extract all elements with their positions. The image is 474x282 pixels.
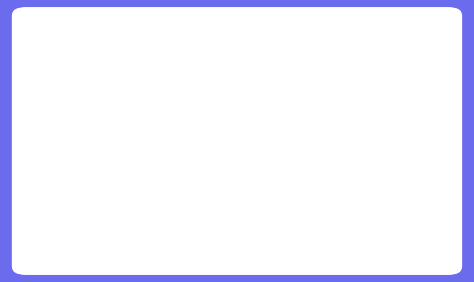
- Text: C: C: [377, 180, 391, 198]
- Text: HYDROCARBON (PROPANE): HYDROCARBON (PROPANE): [77, 86, 416, 106]
- Text: 2: 2: [162, 189, 170, 202]
- Text: -CH=CH: -CH=CH: [84, 180, 164, 198]
- Text: UNSATURATED: UNSATURATED: [127, 39, 366, 68]
- Text: C: C: [266, 180, 279, 198]
- Text: C: C: [323, 180, 336, 198]
- Text: H: H: [322, 222, 337, 240]
- Text: H: H: [265, 222, 280, 240]
- Text: H: H: [422, 180, 436, 198]
- Text: teachoo: teachoo: [394, 14, 455, 28]
- Text: CH: CH: [43, 180, 71, 198]
- Text: H: H: [322, 138, 337, 156]
- Text: 3: 3: [77, 189, 85, 202]
- Text: H: H: [265, 138, 280, 156]
- Text: H: H: [377, 222, 391, 240]
- Text: H: H: [377, 138, 391, 156]
